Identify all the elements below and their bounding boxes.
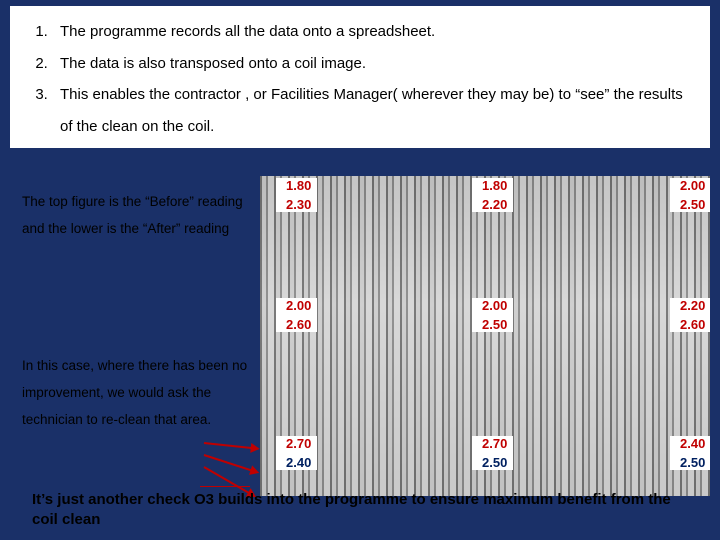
reading-box: 1.80 2.20 [472, 178, 513, 212]
reading-after: 2.30 [286, 198, 311, 211]
pointer-arrow [204, 454, 258, 473]
reading-after: 2.60 [286, 318, 311, 331]
reading-after: 2.20 [482, 198, 507, 211]
pointer-arrow [204, 442, 258, 450]
reading-box: 2.70 2.40 [276, 436, 317, 470]
caption-before-after: The top figure is the “Before” reading a… [22, 188, 252, 242]
reading-before: 2.00 [482, 299, 507, 312]
reading-before: 1.80 [286, 179, 311, 192]
list-item: The programme records all the data onto … [52, 16, 696, 48]
reading-box: 2.00 2.50 [472, 298, 513, 332]
reading-after: 2.50 [482, 456, 507, 469]
reading-before: 2.00 [286, 299, 311, 312]
reading-box: 2.70 2.50 [472, 436, 513, 470]
reading-after: 2.40 [286, 456, 311, 469]
list-item: The data is also transposed onto a coil … [52, 48, 696, 80]
reading-box: 1.80 2.30 [276, 178, 317, 212]
numbered-list: The programme records all the data onto … [24, 16, 696, 142]
reading-box: 2.20 2.60 [670, 298, 710, 332]
reading-before: 2.00 [680, 179, 705, 192]
reading-box: 2.00 2.60 [276, 298, 317, 332]
reading-before: 2.40 [680, 437, 705, 450]
reading-after: 2.50 [680, 456, 705, 469]
coil-image: 1.80 2.30 1.80 2.20 2.00 2.50 2.00 2.60 2.00 2.50… [260, 176, 710, 496]
reading-before: 2.70 [482, 437, 507, 450]
reading-after: 2.60 [680, 318, 705, 331]
reading-before: 2.20 [680, 299, 705, 312]
reading-box: 2.00 2.50 [670, 178, 710, 212]
reading-after: 2.50 [482, 318, 507, 331]
white-content-panel: The programme records all the data onto … [10, 6, 710, 148]
reading-before: 2.70 [286, 437, 311, 450]
list-item: This enables the contractor , or Facilit… [52, 79, 696, 142]
footer-note: It’s just another check O3 builds into t… [32, 490, 700, 531]
reading-box: 2.40 2.50 [670, 436, 710, 470]
small-red-underline [200, 486, 250, 487]
reading-after: 2.50 [680, 198, 705, 211]
caption-reclean-note: In this case, where there has been no im… [22, 352, 252, 433]
reading-before: 1.80 [482, 179, 507, 192]
